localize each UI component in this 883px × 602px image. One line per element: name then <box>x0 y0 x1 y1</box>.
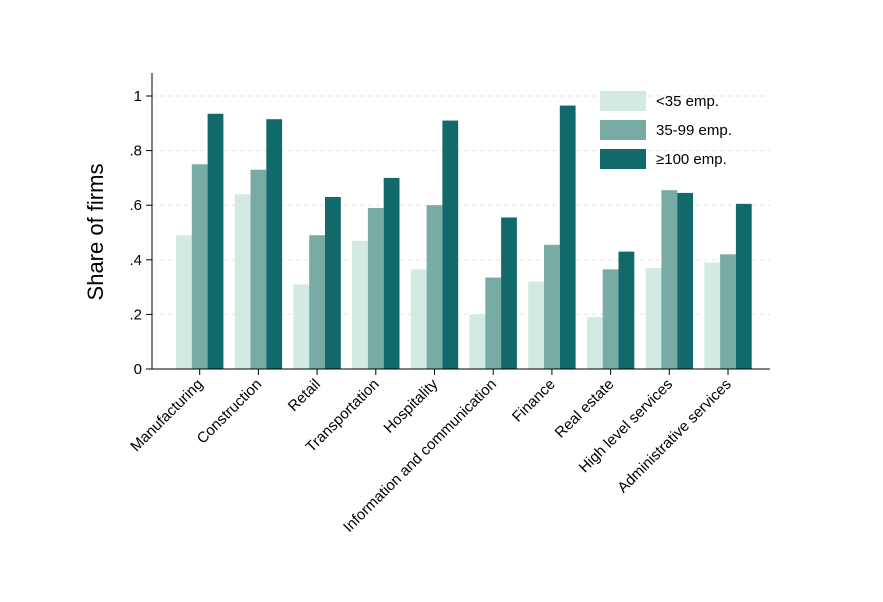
bar <box>191 164 208 369</box>
bar <box>677 192 693 369</box>
x-tick-label: Administrative services <box>614 376 734 496</box>
bar <box>176 235 192 369</box>
bar <box>661 190 678 369</box>
bar <box>618 251 635 369</box>
bar <box>325 197 341 369</box>
x-tick-label: Manufacturing <box>127 376 206 455</box>
bar <box>501 217 517 369</box>
bar <box>309 235 325 369</box>
bar <box>559 105 576 370</box>
axes <box>151 73 770 370</box>
bar <box>234 194 251 369</box>
bar <box>720 254 736 369</box>
bar <box>207 113 224 370</box>
bar <box>528 281 544 369</box>
legend-swatch <box>600 120 646 140</box>
legend-label: ≥100 emp. <box>656 151 727 168</box>
bar <box>602 269 619 369</box>
bar <box>544 244 560 369</box>
y-tick-label: .8 <box>129 143 142 160</box>
y-tick-label: .4 <box>129 252 142 269</box>
bar <box>426 205 443 369</box>
legend: <35 emp. 35-99 emp. ≥100 emp. <box>600 91 732 169</box>
bar <box>410 269 427 369</box>
legend-label: 35-99 emp. <box>656 122 732 139</box>
bar <box>469 314 486 369</box>
y-tick-label: .2 <box>129 306 142 323</box>
bar <box>352 240 368 369</box>
x-tick-label: Hospitality <box>380 375 441 436</box>
bar <box>293 284 310 369</box>
x-tick-label: Finance <box>509 376 559 426</box>
bar <box>735 203 752 369</box>
bar <box>442 120 459 369</box>
bar <box>250 169 267 369</box>
x-tick-label: Retail <box>285 376 324 415</box>
y-tick-label: 0 <box>134 361 142 378</box>
y-ticks: 0 .2 .4 .6 .8 1 <box>129 88 152 378</box>
y-tick-label: 1 <box>134 88 142 105</box>
bar <box>704 262 721 369</box>
bars <box>176 105 752 370</box>
bar <box>645 267 662 369</box>
legend-swatch <box>600 91 646 111</box>
y-axis-title: Share of firms <box>83 164 108 301</box>
legend-swatch <box>600 149 646 169</box>
bar <box>383 177 400 369</box>
bar <box>266 119 283 369</box>
legend-label: <35 emp. <box>656 93 719 110</box>
bar <box>367 207 384 369</box>
bar <box>586 317 603 369</box>
bar <box>485 277 502 369</box>
y-tick-label: .6 <box>129 197 142 214</box>
